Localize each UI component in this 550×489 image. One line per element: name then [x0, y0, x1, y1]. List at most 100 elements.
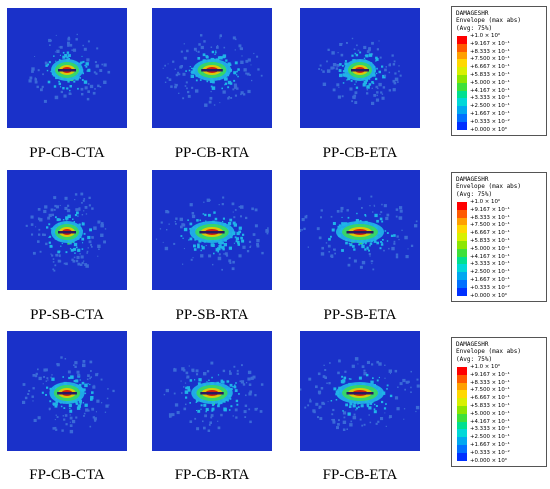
damage-speckle [212, 80, 215, 84]
legend-level-label: +5.833 × 10⁻¹ [470, 238, 510, 244]
damage-speckle [363, 57, 366, 59]
damage-speckle [362, 83, 366, 87]
damage-speckle [261, 251, 264, 255]
damage-speckle [358, 376, 362, 380]
contour-plot-pp-cb-rta [152, 8, 272, 128]
damage-speckle [60, 405, 63, 408]
damage-speckle [229, 372, 232, 375]
damage-field [300, 331, 420, 451]
damage-speckle [403, 408, 406, 410]
damage-speckle [68, 92, 72, 95]
damage-speckle [341, 222, 344, 225]
damage-speckle [233, 85, 238, 89]
damage-speckle [336, 83, 340, 87]
damage-speckle [82, 360, 86, 363]
damage-speckle [58, 218, 61, 221]
damage-speckle [371, 87, 373, 89]
damage-speckle [225, 59, 228, 62]
damage-speckle [336, 210, 340, 213]
damage-speckle [355, 86, 359, 89]
damage-speckle [227, 97, 230, 100]
legend-swatch [457, 67, 467, 75]
damage-speckle [326, 382, 328, 384]
damage-speckle [337, 95, 341, 99]
damage-speckle [410, 244, 414, 247]
damage-speckle [342, 70, 346, 73]
damage-speckle [59, 45, 63, 49]
damage-speckle [395, 215, 398, 218]
damage-speckle [185, 386, 188, 390]
damage-speckle [235, 399, 239, 403]
damage-speckle [214, 217, 218, 221]
damage-speckle [381, 203, 383, 206]
damage-speckle [174, 85, 177, 89]
damage-speckle [332, 88, 336, 92]
damage-speckle [181, 392, 183, 394]
damage-speckle [173, 242, 176, 245]
damage-speckle [351, 54, 354, 57]
damage-speckle [56, 416, 59, 418]
damage-speckle [87, 383, 89, 385]
damage-speckle [234, 408, 238, 412]
damage-speckle [191, 212, 195, 215]
damage-speckle [327, 69, 331, 73]
damage-speckle [165, 210, 169, 214]
damage-field [300, 8, 420, 128]
damage-speckle [181, 367, 185, 371]
damage-speckle [376, 94, 378, 97]
damage-speckle [185, 81, 188, 84]
damage-speckle [189, 222, 193, 226]
damage-speckle [62, 376, 64, 378]
damage-speckle [193, 47, 197, 51]
damage-speckle [45, 64, 48, 67]
damage-speckle [380, 211, 383, 214]
damage-speckle [373, 205, 376, 207]
damage-speckle [342, 410, 344, 412]
damage-speckle [196, 427, 200, 431]
damage-speckle [332, 222, 336, 225]
damage-speckle [79, 253, 81, 255]
damage-speckle [177, 73, 180, 76]
damage-speckle [91, 407, 95, 411]
damage-speckle [100, 233, 104, 237]
damage-speckle [384, 364, 386, 366]
damage-speckle [164, 64, 166, 67]
damage-speckle [75, 208, 79, 212]
legend-swatch [457, 90, 467, 99]
damage-speckle [341, 95, 344, 98]
damage-speckle [389, 415, 392, 418]
damage-speckle [332, 420, 336, 424]
damage-speckle [386, 240, 389, 242]
damage-speckle [193, 248, 197, 251]
damage-speckle [321, 401, 325, 405]
legend-swatch [457, 98, 467, 107]
damage-speckle [260, 74, 263, 77]
damage-speckle [64, 358, 67, 360]
damage-speckle [235, 416, 238, 419]
damage-speckle [97, 255, 99, 257]
damage-speckle [353, 413, 356, 416]
damage-speckle [168, 413, 173, 417]
damage-speckle [315, 402, 319, 406]
legend-swatch [457, 437, 467, 445]
damage-speckle [54, 426, 57, 429]
damage-speckle [221, 246, 225, 250]
damage-speckle [364, 55, 366, 57]
damage-speckle [232, 260, 235, 264]
damage-speckle [249, 390, 253, 394]
damage-speckle [342, 411, 347, 415]
damage-speckle [393, 60, 396, 63]
damage-speckle [214, 53, 216, 55]
damage-speckle [228, 409, 231, 411]
damage-speckle [90, 396, 94, 400]
damage-speckle [85, 62, 89, 66]
damage-speckle [361, 207, 363, 209]
damage-speckle [82, 363, 86, 368]
damage-speckle [337, 423, 340, 426]
damage-speckle [335, 399, 338, 401]
damage-speckle [75, 416, 78, 419]
legend-level-label: +7.500 × 10⁻¹ [470, 387, 510, 394]
legend-swatch [457, 452, 467, 461]
legend-swatch [457, 413, 467, 422]
damage-speckle [364, 214, 367, 216]
